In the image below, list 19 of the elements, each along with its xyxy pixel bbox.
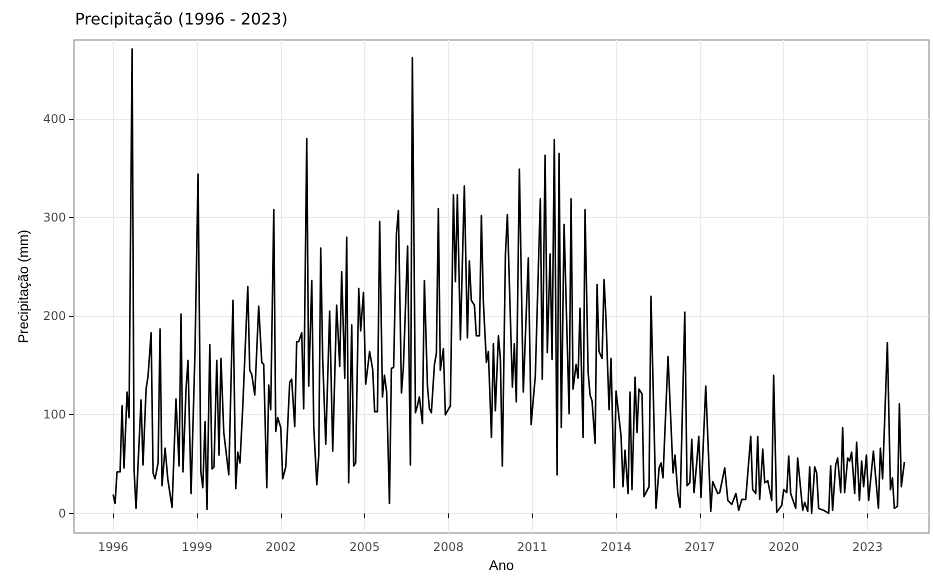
y-tick-label: 100 [43,408,66,422]
y-tick-label: 200 [43,309,66,324]
x-tick-label: 2020 [768,540,799,554]
x-tick-label: 1996 [98,540,128,554]
x-tick-label: 2023 [852,540,883,554]
x-tick-label: 2008 [433,540,464,554]
y-tick-label: 400 [43,112,66,126]
y-tick-label: 0 [58,506,66,520]
y-tick-label: 300 [43,210,66,224]
x-tick-label: 2011 [516,540,548,554]
x-axis-title: Ano [489,556,514,573]
y-axis-title: Precipitação (mm) [15,230,31,344]
x-tick-label: 1999 [182,540,212,554]
chart-title: Precipitação (1996 - 2023) [75,10,288,28]
x-tick-label: 2014 [600,540,632,554]
x-tick-label: 2005 [349,540,380,554]
x-tick-label: 2017 [684,540,716,554]
line-series [112,48,906,514]
x-tick-label: 2002 [265,540,296,554]
